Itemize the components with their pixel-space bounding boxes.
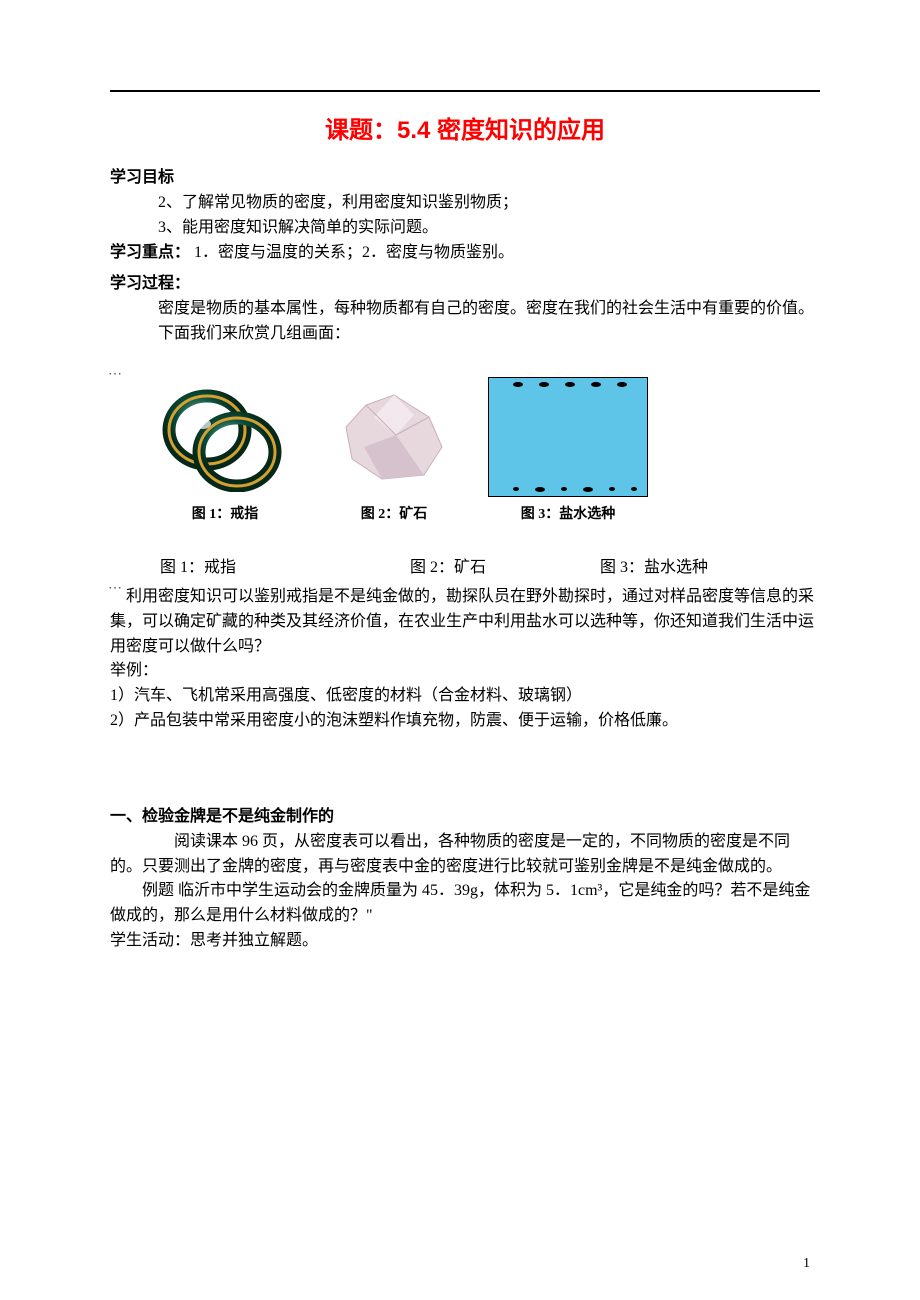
- top-rule: [110, 90, 820, 92]
- rock-image: [324, 377, 464, 497]
- caption-3: 图 3：盐水选种: [488, 503, 648, 523]
- page-number: 1: [803, 1256, 810, 1272]
- rings-image: [150, 377, 300, 497]
- focus-line: 学习重点： 1．密度与温度的关系；2．密度与物质鉴别。: [110, 241, 820, 266]
- caption-1: 图 1：戒指: [150, 503, 300, 523]
- examples-head: 举例：: [110, 659, 820, 684]
- goal-item-2: 2、了解常见物质的密度，利用密度知识鉴别物质；: [110, 191, 820, 216]
- fig-label-3: 图 3：盐水选种: [600, 553, 708, 577]
- section-1-heading: 一、检验金牌是不是纯金制作的: [110, 802, 820, 826]
- image-cell-rings: 图 1：戒指: [150, 377, 300, 523]
- process-heading: 学习过程：: [110, 269, 820, 293]
- rock-icon: [334, 387, 454, 487]
- decor-dash: ⋯: [108, 366, 122, 383]
- caption-2: 图 2：矿石: [324, 503, 464, 523]
- example-2: 2）产品包装中常采用密度小的泡沫塑料作填充物，防震、便于运输，价格低廉。: [110, 709, 820, 734]
- saltwater-image: [488, 377, 648, 497]
- fig-label-2: 图 2：矿石: [410, 553, 600, 577]
- image-cell-rock: 图 2：矿石: [324, 377, 464, 523]
- intro-text: 密度是物质的基本属性，每种物质都有自己的密度。密度在我们的社会生活中有重要的价值…: [110, 297, 820, 347]
- rings-icon: [155, 382, 295, 492]
- image-cell-saltwater: 图 3：盐水选种: [488, 377, 648, 523]
- page-title: 课题：5.4 密度知识的应用: [110, 110, 820, 145]
- decor-dash-2: ⋯: [108, 580, 122, 597]
- focus-label: 学习重点：: [110, 244, 190, 261]
- seeds-bottom: [513, 487, 637, 492]
- goals-heading: 学习目标: [110, 163, 820, 187]
- student-activity: 学生活动：思考并独立解题。: [110, 929, 820, 954]
- use-paragraph: 利用密度知识可以鉴别戒指是不是纯金做的，勘探队员在野外勘探时，通过对样品密度等信…: [110, 585, 820, 659]
- section-1-p1: 阅读课本 96 页，从密度表可以看出，各种物质的密度是一定的，不同物质的密度是不…: [110, 830, 820, 880]
- focus-text: 1．密度与温度的关系；2．密度与物质鉴别。: [190, 244, 514, 261]
- section-1-p2: 例题 临沂市中学生运动会的金牌质量为 45．39g，体积为 5．1cm³，它是纯…: [110, 879, 820, 929]
- example-1: 1）汽车、飞机常采用高强度、低密度的材料（合金材料、玻璃钢）: [110, 684, 820, 709]
- goal-item-3: 3、能用密度知识解决简单的实际问题。: [110, 216, 820, 241]
- figure-labels: 图 1：戒指 图 2：矿石 图 3：盐水选种: [160, 553, 820, 577]
- fig-label-1: 图 1：戒指: [160, 553, 410, 577]
- images-row: 图 1：戒指 图 2：矿石: [150, 377, 820, 523]
- seeds-top: [513, 382, 627, 387]
